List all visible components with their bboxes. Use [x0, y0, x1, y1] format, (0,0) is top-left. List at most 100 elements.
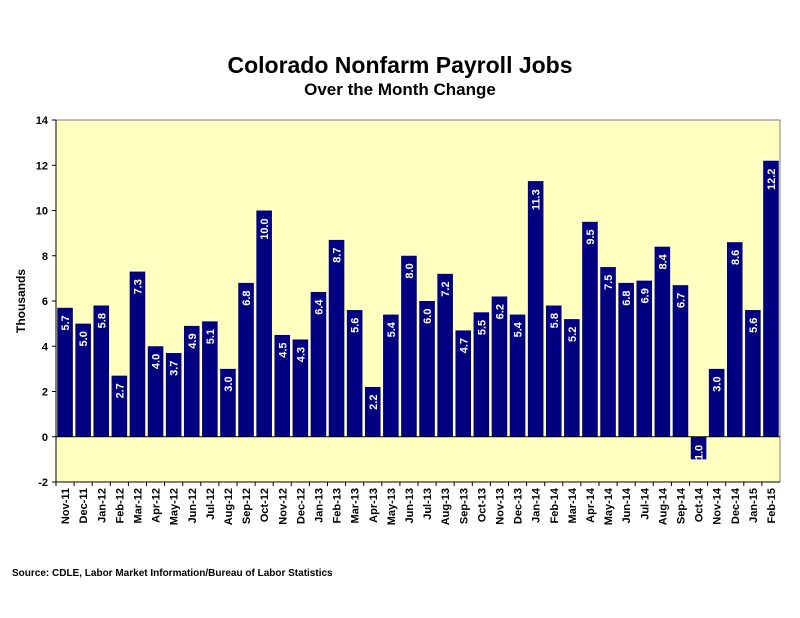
x-tick-label: Nov-12 [277, 488, 289, 525]
x-tick-label: Jun-13 [404, 488, 416, 523]
y-tick-label: 12 [36, 160, 48, 172]
bar-Jan-14 [527, 181, 544, 437]
bar-Dec-12 [292, 339, 309, 437]
bar-Feb-13 [328, 239, 345, 437]
x-tick-label: Apr-13 [368, 488, 380, 523]
data-label-Jul-12: 5.1 [205, 329, 217, 344]
bar-Feb-15 [763, 160, 779, 437]
data-label-Mar-13: 5.6 [350, 318, 362, 333]
x-tick-label: May-14 [603, 487, 615, 525]
x-tick-label: Feb-13 [332, 488, 344, 523]
bar-Jan-12 [93, 305, 110, 437]
x-tick-label: Dec-11 [78, 488, 90, 523]
x-tick-label: Dec-12 [295, 488, 307, 524]
data-label-Apr-13: 2.2 [368, 395, 380, 410]
bar-Apr-14 [582, 221, 598, 437]
data-label-Sep-13: 4.7 [458, 338, 470, 353]
x-tick-label: Aug-12 [223, 488, 235, 525]
bar-Feb-14 [545, 305, 562, 437]
data-label-Jan-13: 6.4 [313, 299, 325, 315]
x-tick-label: Jul-13 [422, 488, 434, 520]
y-axis: -2 0 2 4 6 8 10 12 14 [36, 115, 57, 489]
bar-Sep-13 [455, 330, 472, 437]
bar-Apr-12 [147, 346, 164, 437]
x-tick-label: Mar-14 [567, 487, 579, 523]
data-label-Apr-14: 9.5 [585, 229, 597, 244]
data-label-Dec-12: 4.3 [295, 347, 307, 362]
bar-Nov-13 [491, 296, 508, 437]
data-label-Apr-12: 4.0 [151, 354, 163, 369]
bar-Jul-14 [636, 280, 653, 437]
x-tick-label: Mar-13 [350, 488, 362, 523]
bar-Nov-11 [57, 307, 73, 437]
bar-Oct-14 [690, 436, 707, 460]
data-label-Jan-15: 5.6 [748, 318, 760, 333]
data-label-Aug-14: 8.4 [657, 253, 669, 269]
x-tick-label: Nov-14 [712, 487, 724, 525]
data-label-Aug-13: 7.2 [440, 281, 452, 296]
data-label-Sep-14: 6.7 [675, 293, 687, 308]
x-tick-label: May-12 [169, 488, 181, 525]
y-tick-label: -2 [38, 477, 48, 489]
x-tick-label: Jun-14 [621, 487, 633, 523]
bar-Mar-13 [346, 310, 363, 437]
y-tick-label: 4 [42, 341, 49, 353]
bar-Mar-14 [564, 319, 580, 437]
chart-title: Colorado Nonfarm Payroll Jobs [227, 52, 573, 78]
bar-Apr-13 [364, 386, 381, 437]
x-tick-label: Feb-15 [766, 488, 778, 523]
data-label-Dec-14: 8.6 [730, 250, 742, 265]
bar-Dec-11 [75, 323, 91, 437]
x-tick-label: Jan-12 [96, 488, 108, 523]
bar-Feb-12 [111, 375, 128, 437]
bar-Oct-13 [473, 312, 490, 437]
data-label-Oct-14: -1.0 [694, 445, 706, 464]
y-tick-label: 8 [42, 251, 48, 263]
data-label-Jul-14: 6.9 [639, 288, 651, 303]
x-tick-label: Oct-12 [259, 488, 271, 522]
data-label-Mar-12: 7.3 [132, 279, 144, 294]
data-label-Sep-12: 6.8 [241, 290, 253, 305]
data-label-Oct-13: 5.5 [476, 320, 488, 335]
bar-Jan-15 [745, 310, 761, 437]
data-label-Oct-12: 10.0 [259, 218, 271, 239]
x-tick-label: Mar-12 [132, 488, 144, 523]
bar-Aug-13 [437, 273, 453, 437]
data-label-Aug-12: 3.0 [223, 376, 235, 391]
data-label-Nov-13: 6.2 [494, 304, 506, 319]
x-tick-label: Feb-14 [549, 487, 561, 523]
x-tick-label: Sep-13 [458, 488, 470, 524]
bar-Nov-12 [274, 334, 291, 437]
x-tick-label: Jul-12 [205, 488, 217, 520]
bar-Jun-14 [618, 282, 634, 437]
x-tick-label: Feb-12 [114, 488, 126, 523]
x-tick-label: Apr-12 [151, 488, 163, 523]
x-tick-label: Dec-13 [513, 488, 525, 524]
x-tick-label: Oct-13 [476, 488, 488, 522]
x-tick-label: Aug-13 [440, 488, 452, 525]
data-label-May-12: 3.7 [169, 361, 181, 376]
x-tick-label: Nov-13 [494, 488, 506, 525]
y-tick-label: 0 [42, 432, 48, 444]
x-tick-label: May-13 [386, 488, 398, 525]
data-label-Jun-12: 4.9 [187, 333, 199, 348]
data-label-Mar-14: 5.2 [567, 327, 579, 342]
data-label-Nov-14: 3.0 [712, 376, 724, 391]
bars-layer [57, 160, 779, 460]
x-tick-label: Sep-14 [675, 487, 687, 524]
y-tick-label: 10 [36, 206, 48, 218]
data-label-Dec-13: 5.4 [513, 321, 525, 337]
plot-area [55, 119, 781, 483]
bar-Jul-12 [202, 321, 218, 437]
bar-May-12 [165, 353, 182, 437]
chart-subtitle: Over the Month Change [304, 80, 496, 99]
data-label-Feb-12: 2.7 [114, 383, 126, 398]
data-labels-layer: 5.7 5.0 5.8 2.7 7.3 4.0 3.7 4.9 5.1 3.0 6.8 10.0 4.5… [60, 169, 778, 464]
x-tick-label: Dec-14 [730, 487, 742, 524]
x-tick-label: Jan-14 [531, 487, 543, 523]
bar-May-14 [600, 267, 616, 437]
bar-Sep-12 [238, 282, 254, 437]
bar-Oct-12 [256, 210, 272, 437]
x-tick-label: Jul-14 [639, 487, 651, 520]
bar-May-13 [383, 314, 399, 437]
